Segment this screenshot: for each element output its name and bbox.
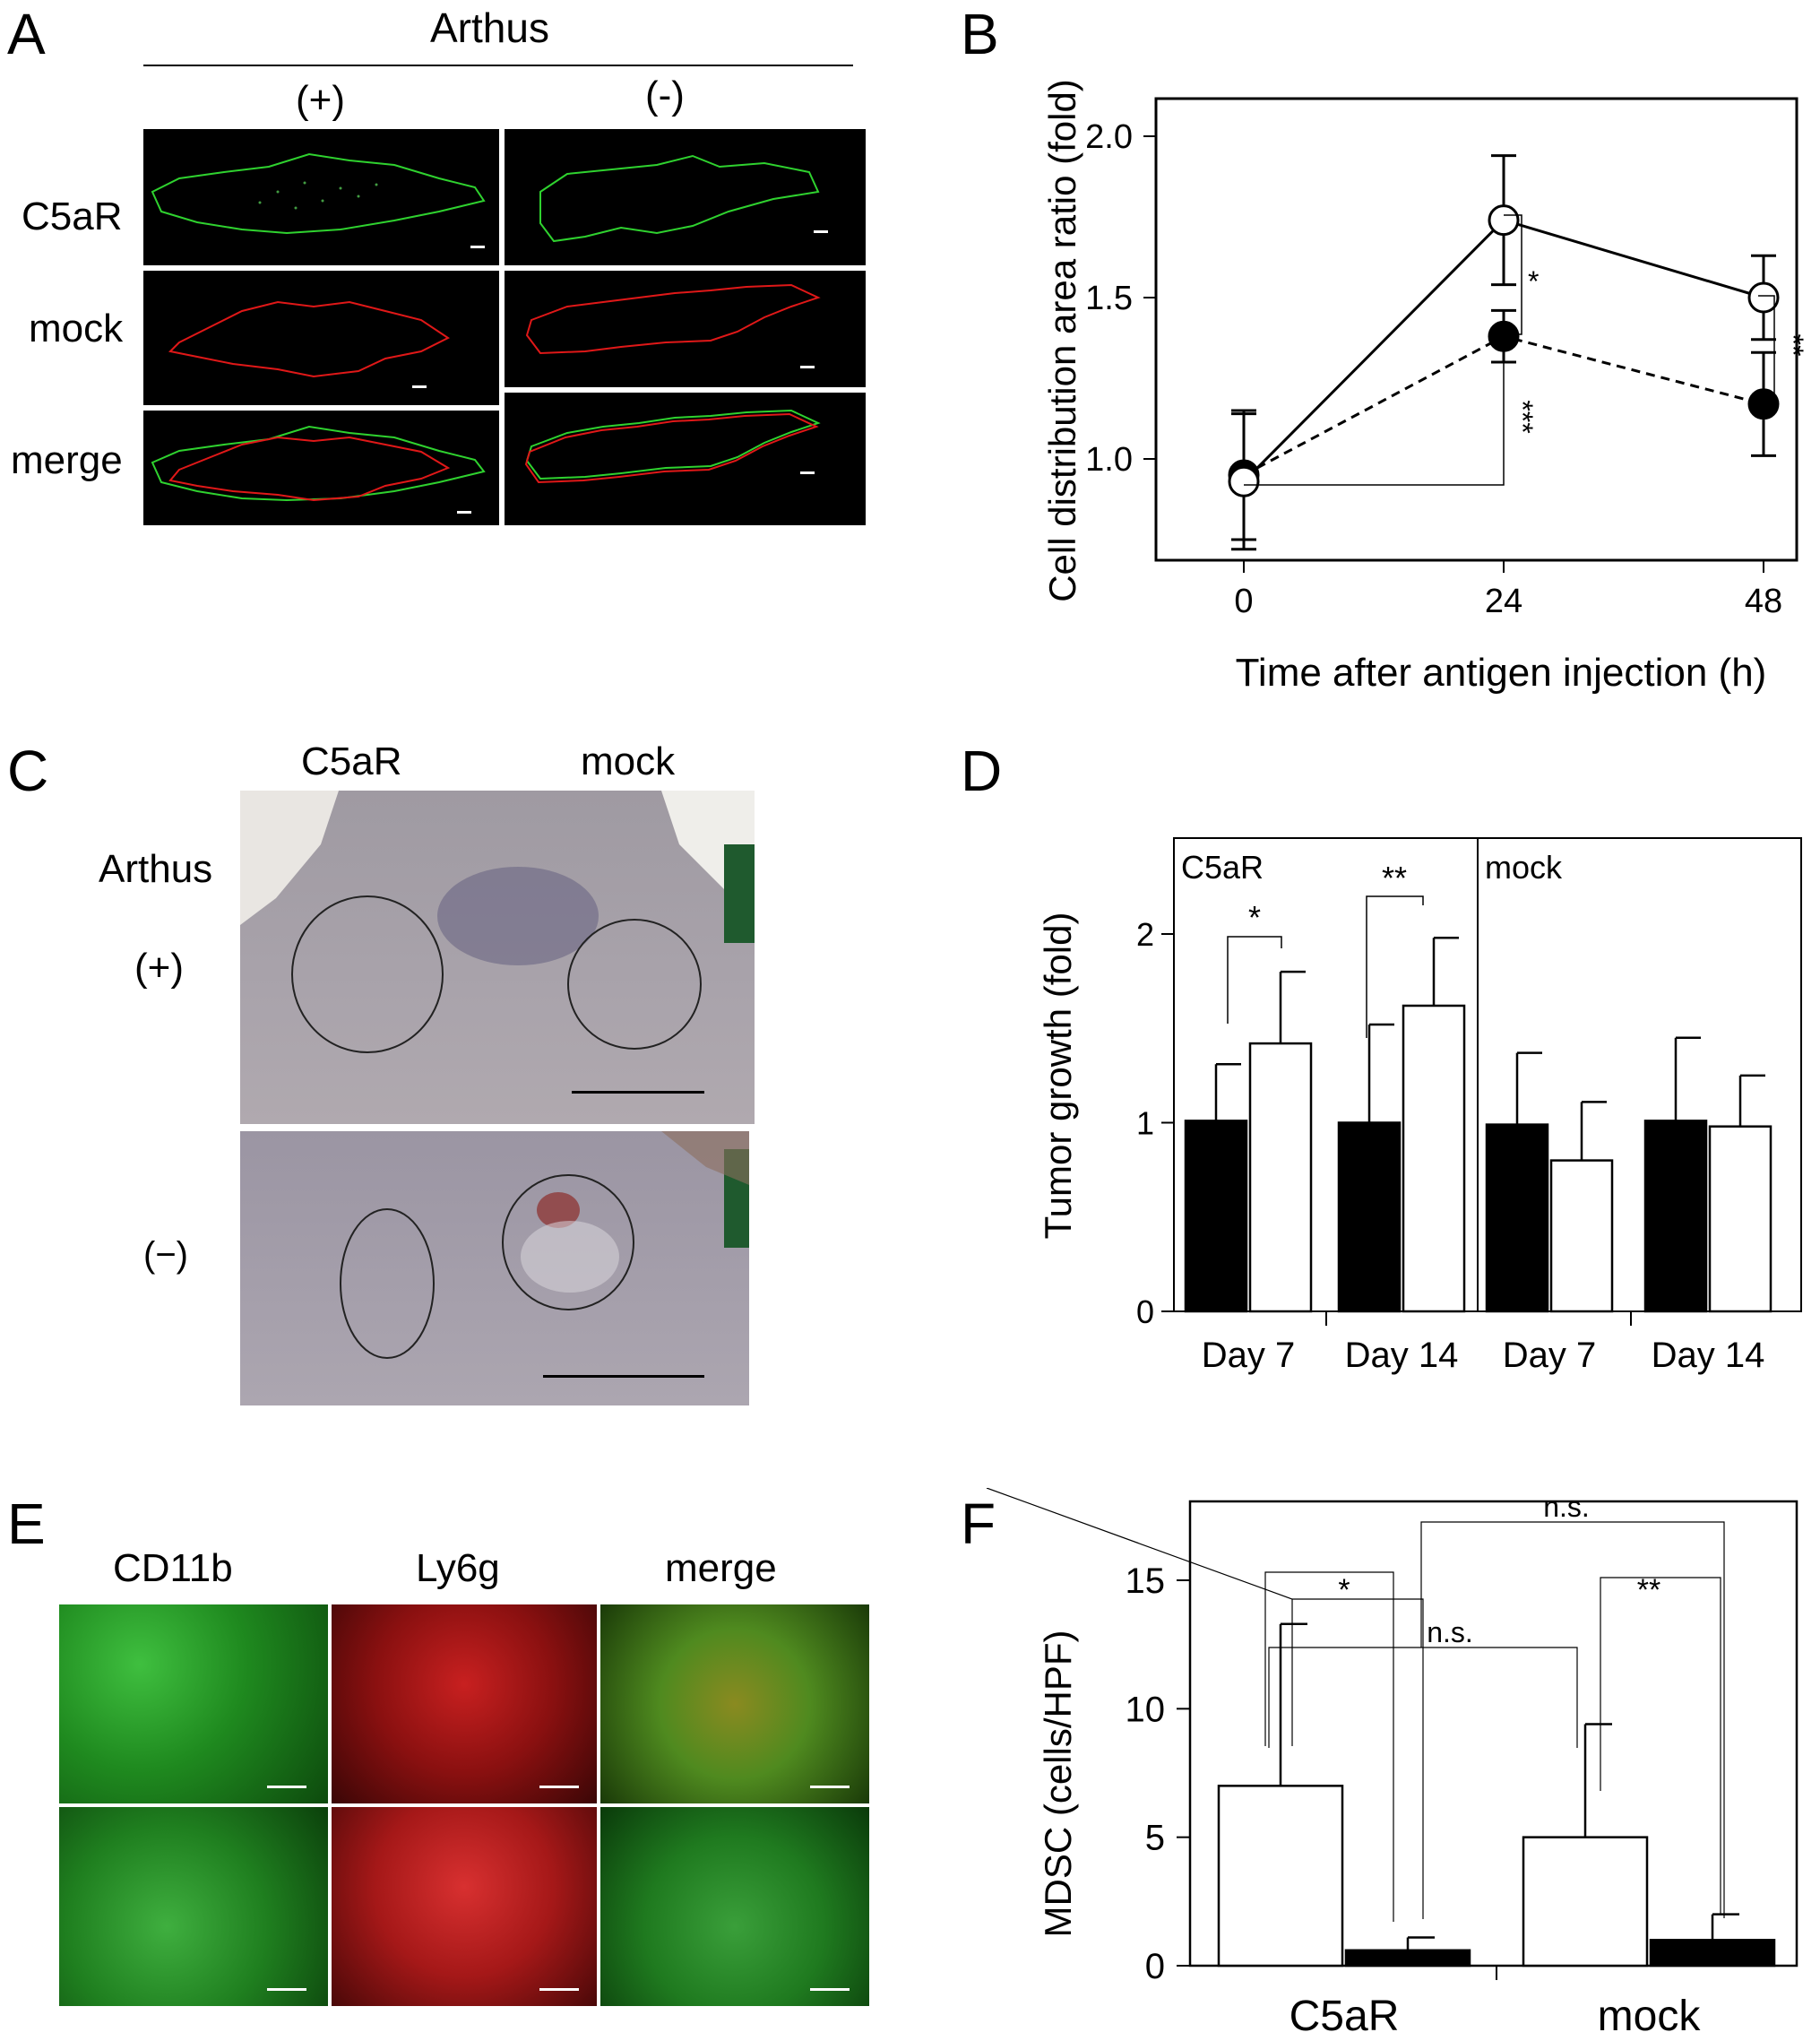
bar (1184, 1120, 1248, 1313)
stain-merge-bottom (600, 1807, 869, 2006)
bar (1248, 1042, 1313, 1313)
bar (1643, 1120, 1708, 1313)
chart-f-bracket-mock (1600, 1577, 1721, 1914)
y-tick-label: 10 (1126, 1690, 1166, 1729)
photo-row-label-negative: (−) (143, 1235, 188, 1275)
chart-d-sig-double: ** (1382, 860, 1407, 896)
micrograph-merge-positive (143, 411, 499, 525)
bar (1402, 1004, 1466, 1313)
chart-d-significance-brackets (1227, 895, 1424, 1038)
x-tick-label: Day 7 (1503, 1336, 1597, 1375)
bar (1485, 1123, 1549, 1313)
y-tick-label: 15 (1126, 1561, 1166, 1601)
chart-f-bracket-c5ar (1264, 1571, 1394, 1922)
data-point-0 (1488, 204, 1520, 237)
panel-label-a: A (7, 2, 46, 66)
bar (1344, 1949, 1471, 1967)
stain-column-cd11b: CD11b (113, 1546, 233, 1590)
photo-column-c5ar: C5aR (301, 739, 402, 783)
chart-b-xlabel: Time after antigen injection (h) (1236, 651, 1767, 695)
row-label-mock: mock (29, 307, 124, 350)
chart-b-ylabel: Cell distribution area ratio (fold) (1041, 79, 1083, 602)
chart-f-sig-double: ** (1637, 1573, 1660, 1607)
bar (1649, 1939, 1776, 1967)
panel-label-d: D (961, 739, 1003, 803)
chart-b-sig-double: ** (1777, 334, 1809, 357)
data-point-1 (1747, 388, 1780, 420)
chart-f-sig-ns-outer: n.s. (1543, 1491, 1590, 1523)
panel-label-b: B (961, 2, 999, 66)
x-tick-label: C5aR (1290, 1993, 1400, 2040)
micrograph-mock-positive (143, 271, 499, 405)
y-tick-label: 1.0 (1085, 441, 1133, 479)
stain-ly6g-top (332, 1604, 597, 1803)
chart-b-significance-brackets (1244, 214, 1775, 486)
x-tick-label: Day 14 (1652, 1336, 1765, 1375)
micrograph-c5ar-positive (143, 129, 499, 265)
micrograph-c5ar-negative (505, 129, 866, 265)
chart-f-frame (1188, 1500, 1798, 1967)
micrograph-mock-negative (505, 271, 866, 387)
bar (1522, 1836, 1649, 1967)
panel-label-f: F (961, 1492, 996, 1556)
photo-column-mock: mock (581, 739, 676, 783)
x-tick-label: 0 (1234, 583, 1253, 620)
y-tick-label: 0 (1145, 1947, 1165, 1986)
data-point-0 (1228, 465, 1260, 497)
chart-b: Cell distribution area ratio (fold) Time… (1041, 79, 1809, 695)
panel-label-e: E (7, 1492, 46, 1556)
photo-row-label-positive: (+) (134, 946, 184, 990)
x-tick-label: Day 7 (1202, 1336, 1296, 1375)
chart-d-frame (1173, 837, 1802, 1312)
stain-cd11b-bottom (59, 1807, 328, 2006)
y-tick-label: 1 (1136, 1105, 1154, 1142)
chart-d: Tumor growth (fold) C5aR mock 0 1 2 Day 7 Da… (1037, 837, 1802, 1375)
y-tick-label: 2 (1136, 916, 1154, 953)
chart-f-sig-single: * (1338, 1573, 1350, 1607)
bar (1337, 1121, 1402, 1313)
mouse-photo-arthus-negative (240, 1131, 749, 1405)
bar (1708, 1125, 1773, 1313)
x-tick-label: 48 (1745, 583, 1782, 620)
bar (1549, 1159, 1614, 1313)
x-tick-label: 24 (1485, 583, 1522, 620)
micrograph-merge-negative (505, 393, 866, 525)
chart-b-sig-single: * (1528, 265, 1539, 298)
chart-d-group-mock: mock (1485, 849, 1563, 886)
arthus-group-line (143, 65, 853, 66)
row-label-c5ar: C5aR (22, 195, 123, 238)
chart-f: MDSC (cells/HPF) 0 5 10 15 C5aR mock * ** n.s… (986, 1488, 1798, 2040)
y-tick-label: 2.0 (1085, 118, 1133, 156)
x-tick-label: Day 14 (1345, 1336, 1459, 1375)
chart-f-sig-ns-inner: n.s. (1427, 1616, 1473, 1648)
y-tick-label: 5 (1145, 1819, 1165, 1858)
stain-column-merge: merge (665, 1546, 777, 1590)
stain-ly6g-bottom (332, 1807, 597, 2006)
column-label-arthus-positive: (+) (296, 78, 345, 122)
chart-b-frame (1154, 97, 1798, 562)
column-label-arthus-negative: (-) (645, 74, 685, 117)
chart-f-ylabel: MDSC (cells/HPF) (1037, 1630, 1079, 1938)
x-tick-label: mock (1598, 1993, 1702, 2040)
mouse-photo-arthus-positive (240, 791, 755, 1124)
chart-d-group-c5ar: C5aR (1181, 849, 1264, 886)
photo-row-title-arthus: Arthus (99, 847, 213, 891)
chart-d-sig-single: * (1248, 899, 1261, 936)
stain-column-ly6g: Ly6g (416, 1546, 500, 1590)
stain-merge-top (600, 1604, 869, 1803)
stain-cd11b-top (59, 1604, 328, 1803)
y-tick-label: 1.5 (1085, 280, 1133, 317)
chart-b-sig-triple: *** (1506, 400, 1539, 433)
arthus-group-label: Arthus (430, 4, 549, 51)
y-tick-label: 0 (1136, 1293, 1154, 1330)
panel-label-c: C (7, 739, 49, 803)
data-point-0 (1747, 281, 1780, 314)
chart-d-ylabel: Tumor growth (fold) (1037, 912, 1079, 1240)
chart-f-significance-brackets (986, 1488, 1725, 1919)
row-label-merge: merge (11, 438, 123, 482)
bar (1217, 1785, 1344, 1967)
